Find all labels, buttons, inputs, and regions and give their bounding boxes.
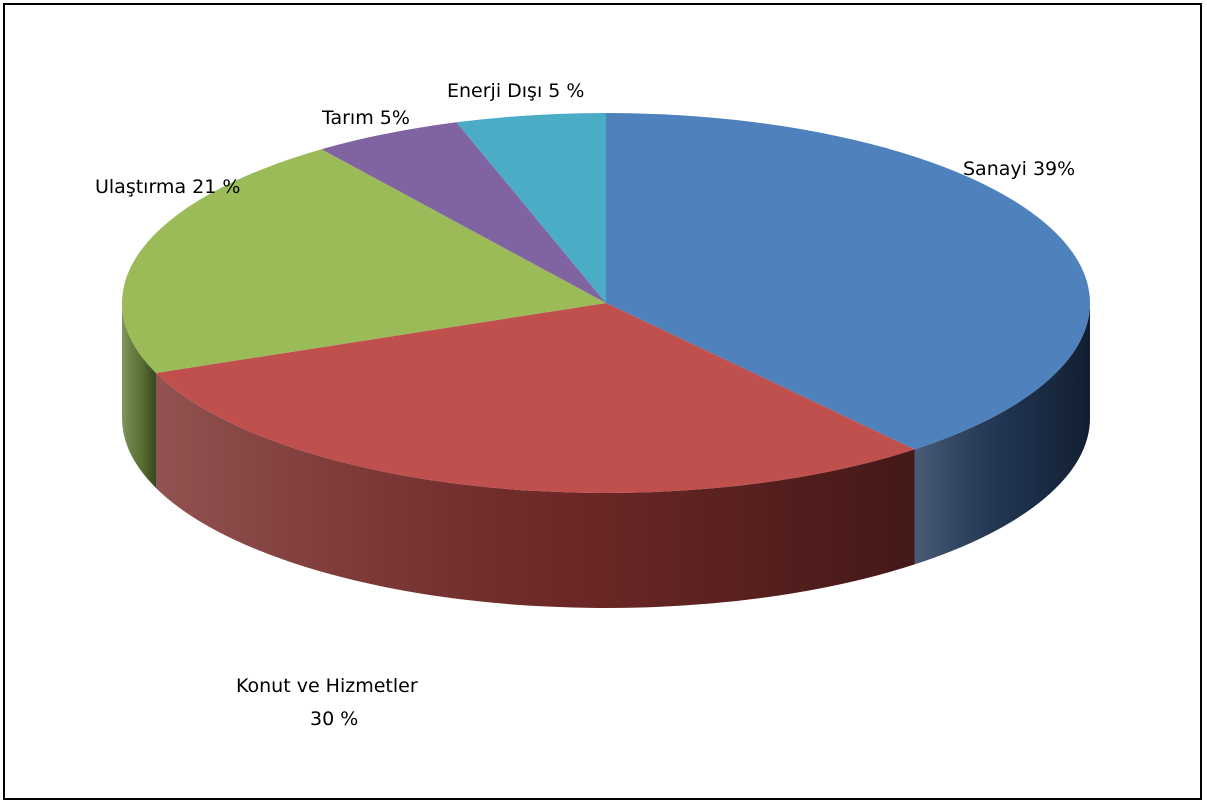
pie-sides [122,303,1090,609]
label-sanayi: Sanayi 39% [963,158,1075,180]
label-tarim: Tarım 5% [321,107,410,129]
pie-slice-enerji-disi [456,113,606,303]
pie-slice-tarim [321,122,606,304]
pie-slice-ulastirma [122,149,607,373]
pie-side-shade-konut-ve-hizmetler [155,372,915,609]
pie-labels: Sanayi 39% Konut ve Hizmetler 30 % Ulaşt… [95,80,1075,730]
pie-tops [122,113,1090,493]
label-enerji-disi: Enerji Dışı 5 % [447,80,584,102]
pie-slice-konut-ve-hizmetler [155,303,915,493]
pie-slice-sanayi [606,113,1090,450]
label-ulastirma: Ulaştırma 21 % [95,176,240,198]
pie-side-shade-ulastirma [122,303,156,488]
label-konut-ve-hizmetler: Konut ve Hizmetler [236,675,418,697]
pie-side-shade-sanayi [914,303,1090,565]
label-konut-ve-hizmetler-value: 30 % [310,708,358,730]
